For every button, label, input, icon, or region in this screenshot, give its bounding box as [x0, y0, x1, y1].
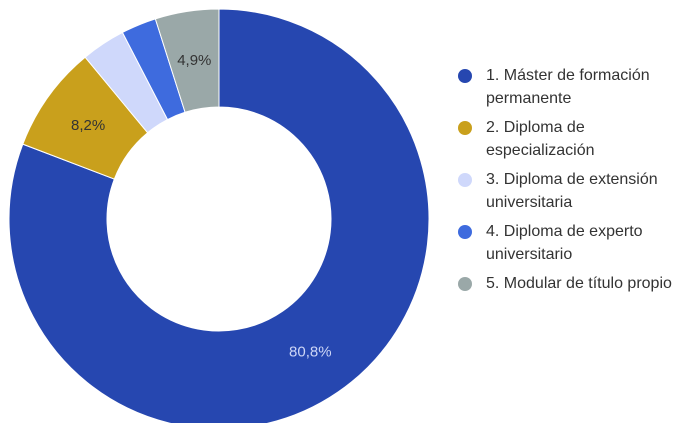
slice-label-5: 4,9% [177, 52, 211, 69]
slices [8, 8, 430, 423]
donut-slice-1 [8, 8, 430, 423]
legend-label: 3. Diploma de extensión universitaria [486, 171, 658, 211]
legend-label: 1. Máster de formación permanente [486, 67, 650, 107]
legend-swatch-icon [458, 225, 472, 239]
slice-label-1: 80,8% [289, 344, 332, 361]
legend-label: 2. Diploma de especialización [486, 119, 595, 159]
donut-plot: 80,8% 8,2% 4,9% [8, 8, 430, 423]
legend-swatch-icon [458, 69, 472, 83]
legend-item-5: 5. Modular de título propio [458, 272, 684, 295]
legend-item-3: 3. Diploma de extensión universitaria [458, 168, 684, 214]
legend-item-2: 2. Diploma de especialización [458, 116, 684, 162]
donut-slice-5 [154, 8, 220, 113]
slice-label-2: 8,2% [71, 117, 105, 134]
slice-labels: 80,8% 8,2% 4,9% [71, 52, 332, 361]
legend-label: 5. Modular de título propio [486, 275, 672, 292]
legend-item-4: 4. Diploma de experto universitario [458, 220, 684, 266]
legend-swatch-icon [458, 121, 472, 135]
legend-swatch-icon [458, 277, 472, 291]
legend-swatch-icon [458, 173, 472, 187]
legend: 1. Máster de formación permanente 2. Dipl… [458, 64, 684, 301]
legend-label: 4. Diploma de experto universitario [486, 223, 643, 263]
legend-item-1: 1. Máster de formación permanente [458, 64, 684, 110]
